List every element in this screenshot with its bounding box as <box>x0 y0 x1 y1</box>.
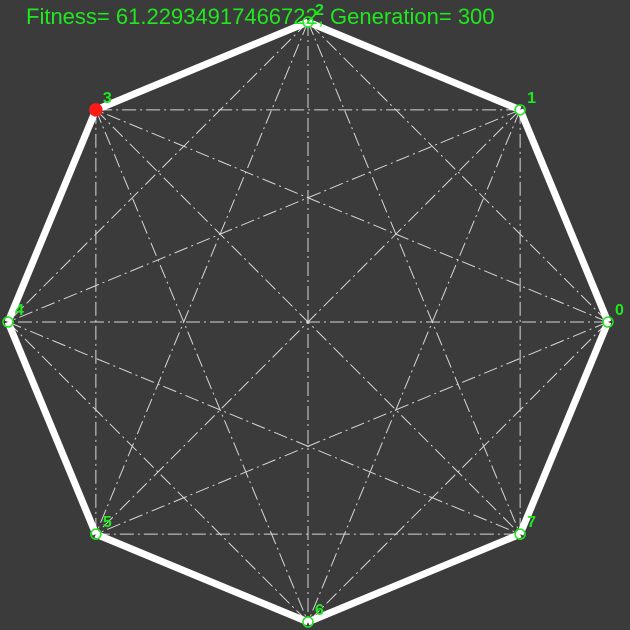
edge-0-2 <box>307 21 609 323</box>
node-labels: 0 1 2 3 4 5 6 7 <box>15 2 624 619</box>
node-0-label: 0 <box>615 302 624 319</box>
generation-label: Generation= <box>330 4 458 29</box>
tour-edge-1-2 <box>306 18 522 114</box>
node-7-label: 7 <box>527 514 536 531</box>
tour-edge-2-3 <box>94 18 310 114</box>
tour-path <box>4 18 612 626</box>
node-6-marker <box>302 616 314 628</box>
edge-2-5 <box>95 21 309 535</box>
node-6-label: 6 <box>315 602 324 619</box>
tour-edge-4-5 <box>4 320 100 536</box>
tour-edge-7-0 <box>516 320 612 536</box>
nodes <box>2 16 614 628</box>
tour-edge-0-1 <box>516 108 612 324</box>
fitness-value: 61.22934917466722 <box>116 4 318 29</box>
tour-edge-5-6 <box>94 530 310 626</box>
node-4-marker <box>2 316 14 328</box>
status-line: Fitness= 61.22934917466722, Generation= … <box>26 4 495 29</box>
node-5-label: 5 <box>103 514 112 531</box>
edge-0-3 <box>95 109 609 323</box>
edge-0-5 <box>95 321 609 535</box>
edge-3-7 <box>95 109 521 535</box>
generation-value: 300 <box>458 4 495 29</box>
node-3-marker <box>89 103 103 117</box>
node-2-marker <box>302 16 314 28</box>
tour-edge-6-7 <box>306 530 522 626</box>
fitness-label: Fitness= <box>26 4 116 29</box>
edge-1-6 <box>307 109 521 623</box>
node-0-marker <box>602 316 614 328</box>
status-separator: , <box>318 4 330 29</box>
node-7-marker <box>514 528 526 540</box>
node-5-marker <box>90 528 102 540</box>
node-1-marker <box>514 104 526 116</box>
node-3-label: 3 <box>103 90 112 107</box>
edge-4-7 <box>7 321 521 535</box>
edge-1-4 <box>7 109 521 323</box>
edge-2-7 <box>307 21 521 535</box>
node-2-label: 2 <box>315 2 324 19</box>
edge-3-6 <box>95 109 309 623</box>
edge-2-4 <box>7 21 309 323</box>
tour-edge-3-4 <box>4 108 100 324</box>
node-1-label: 1 <box>527 90 536 107</box>
node-4-label: 4 <box>15 302 24 319</box>
